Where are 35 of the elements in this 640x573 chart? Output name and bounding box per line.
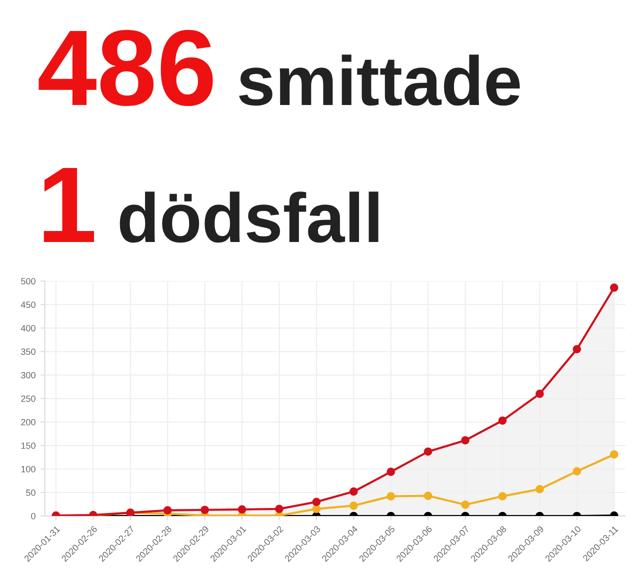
y-tick-label: 200 — [21, 418, 36, 426]
point — [386, 468, 396, 476]
y-tick-label: 500 — [21, 278, 36, 284]
point — [461, 436, 470, 445]
point — [498, 416, 507, 425]
point — [312, 498, 321, 506]
y-tick-label: 450 — [20, 302, 36, 308]
chart-title: 486 smittade — [38, 30, 520, 106]
point — [572, 467, 582, 476]
point — [163, 506, 172, 515]
y-tick-label: 150 — [21, 442, 36, 449]
y-tick-label: 0 — [31, 512, 36, 520]
chart-subtitle: 1 dödsfall — [44, 168, 378, 243]
y-tick-label: 300 — [21, 372, 36, 378]
y-tick-label: 100 — [21, 466, 36, 472]
point — [349, 501, 358, 510]
point — [275, 504, 284, 514]
point — [238, 505, 246, 514]
y-tick-label: 350 — [21, 348, 36, 355]
point — [572, 345, 582, 354]
point — [610, 283, 618, 292]
point — [536, 485, 544, 494]
point — [424, 492, 432, 500]
point — [424, 447, 432, 456]
point — [386, 492, 396, 500]
point — [610, 450, 618, 459]
point — [349, 487, 358, 496]
y-tick-label: 50 — [26, 489, 36, 496]
point — [200, 506, 209, 514]
point — [461, 500, 470, 509]
y-tick-label: 250 — [21, 395, 36, 402]
y-tick-label: 400 — [20, 325, 36, 332]
point — [498, 492, 507, 500]
point — [312, 504, 321, 514]
point — [536, 390, 544, 398]
